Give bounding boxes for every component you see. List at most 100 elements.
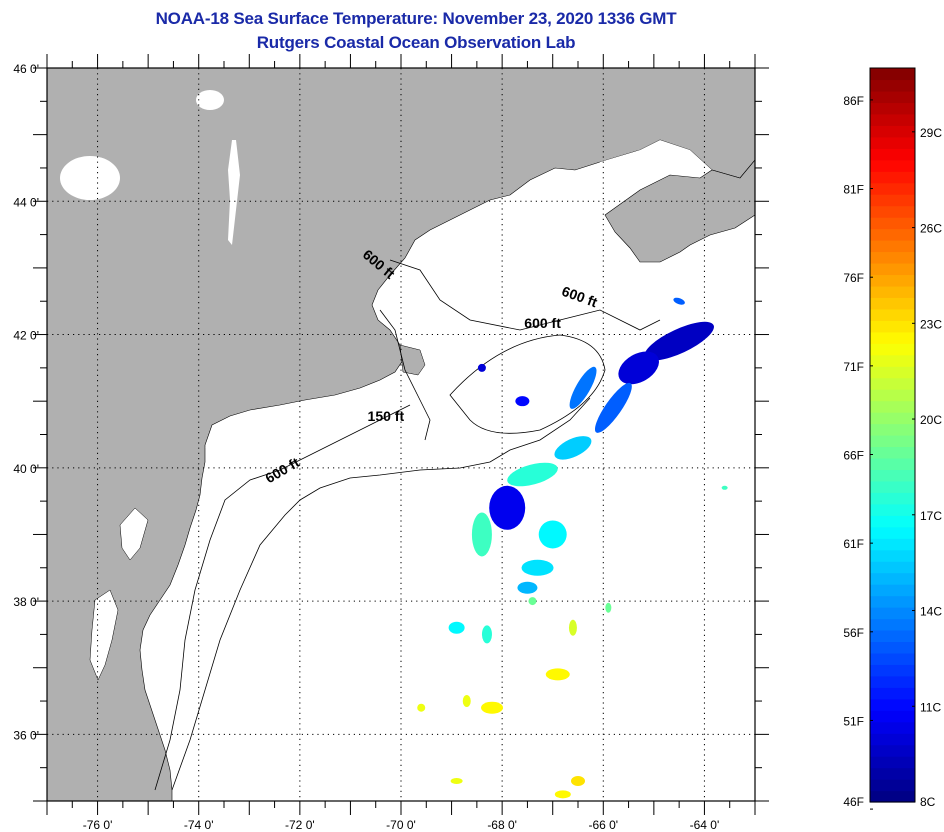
- long-island-sound: [205, 412, 300, 448]
- colorbar-segment: [870, 503, 915, 516]
- colorbar-label-f: 66F: [843, 449, 864, 463]
- depth-contours: [154, 259, 661, 791]
- sst-patch: [528, 597, 537, 606]
- colorbar-segment: [870, 675, 915, 688]
- sst-patch: [673, 297, 685, 305]
- colorbar-segment: [870, 354, 915, 367]
- colorbar-segment: [870, 549, 915, 562]
- colorbar-segment: [870, 297, 915, 310]
- colorbar-segment: [870, 125, 915, 138]
- sst-patch: [594, 382, 632, 433]
- colorbar-segment: [870, 285, 915, 298]
- colorbar-segment: [870, 251, 915, 264]
- colorbar-label-c: 8C: [920, 795, 936, 809]
- colorbar-segment: [870, 469, 915, 482]
- lon-tick-label: -68 0': [487, 818, 517, 832]
- map-subtitle: Rutgers Coastal Ocean Observation Lab: [256, 33, 576, 52]
- longitude-labels: -76 0' -74 0' -72 0' -70 0' -68 0' -66 0' -64 …: [83, 818, 720, 832]
- colorbar-segment: [870, 572, 915, 585]
- colorbar-segment: [870, 102, 915, 115]
- colorbar-fahrenheit-labels: 86F 81F 76F 71F 66F 61F 56F 51F 46F: [843, 94, 873, 810]
- colorbar-segment: [870, 274, 915, 287]
- colorbar-label-c: 17C: [920, 509, 942, 523]
- colorbar-segment: [870, 343, 915, 356]
- contour-gulf-maine: [389, 259, 661, 331]
- colorbar-segment: [870, 446, 915, 459]
- contour-600ft-south: [171, 397, 591, 791]
- sst-patch: [462, 695, 471, 708]
- chesapeake-bay: [89, 589, 119, 681]
- colorbar-label-c: 11C: [920, 700, 941, 714]
- sst-patch: [515, 396, 530, 407]
- colorbar-segment: [870, 228, 915, 241]
- lake-small: [196, 90, 224, 110]
- sst-patch: [450, 778, 463, 785]
- colorbar-label-c: 14C: [920, 605, 942, 619]
- colorbar-segment: [870, 240, 915, 253]
- sst-patch: [521, 559, 554, 576]
- colorbar-segment: [870, 584, 915, 597]
- sst-patch: [481, 625, 492, 644]
- colorbar-segment: [870, 412, 915, 425]
- colorbar-segment: [870, 607, 915, 620]
- colorbar-segment: [870, 423, 915, 436]
- sst-patch: [489, 485, 526, 530]
- colorbar-segment: [870, 377, 915, 390]
- sst-patch: [644, 321, 714, 361]
- sst-patch: [517, 581, 538, 594]
- sst-patch: [568, 619, 577, 636]
- lon-tick-label: -70 0': [386, 818, 416, 832]
- sst-patch: [477, 363, 486, 372]
- colorbar-segment: [870, 205, 915, 218]
- lat-tick-label: 36 0': [13, 728, 39, 742]
- colorbar-segment: [870, 217, 915, 230]
- colorbar-segment: [870, 435, 915, 448]
- colorbar-segment: [870, 744, 915, 757]
- colorbar-segment: [870, 400, 915, 413]
- colorbar-label-c: 26C: [920, 222, 942, 236]
- colorbar-segment: [870, 526, 915, 539]
- colorbar-segment: [870, 389, 915, 402]
- colorbar-label-c: 20C: [920, 413, 942, 427]
- colorbar-label-f: 76F: [843, 271, 864, 285]
- colorbar-segment: [870, 595, 915, 608]
- lat-tick-label: 42 0': [13, 329, 39, 343]
- colorbar-segment: [870, 687, 915, 700]
- colorbar-segment: [870, 492, 915, 505]
- contour-georges-bank: [449, 334, 606, 434]
- colorbar-segment: [870, 664, 915, 677]
- lon-tick-label: -76 0': [83, 818, 113, 832]
- colorbar-segment: [870, 767, 915, 780]
- colorbar: [870, 68, 915, 803]
- colorbar-label-f: 61F: [843, 537, 864, 551]
- colorbar-segment: [870, 629, 915, 643]
- lat-tick-label: 38 0': [13, 595, 39, 609]
- colorbar-segment: [870, 308, 915, 321]
- contour-label: 150 ft: [368, 408, 405, 424]
- colorbar-segment: [870, 457, 915, 471]
- colorbar-label-f: 46F: [843, 795, 864, 809]
- colorbar-segment: [870, 641, 915, 654]
- map-title: NOAA-18 Sea Surface Temperature: Novembe…: [155, 9, 677, 28]
- colorbar-segment: [870, 159, 915, 172]
- lat-tick-label: 40 0': [13, 462, 39, 476]
- colorbar-segment: [870, 171, 915, 184]
- colorbar-label-f: 71F: [843, 360, 864, 374]
- sst-patch: [721, 485, 728, 490]
- sst-patch: [471, 512, 492, 557]
- colorbar-segment: [870, 79, 915, 92]
- sst-patch: [507, 462, 558, 487]
- colorbar-segment: [870, 90, 915, 104]
- colorbar-segment: [870, 113, 915, 126]
- colorbar-label-f: 86F: [843, 94, 864, 108]
- axis-ticks: [33, 54, 769, 815]
- colorbar-segment: [870, 561, 915, 574]
- land-cape-cod: [399, 344, 426, 376]
- latitude-labels: 46 0' 44 0' 42 0' 40 0' 38 0' 36 0': [13, 62, 39, 742]
- lake-ontario-edge: [60, 156, 120, 200]
- lon-tick-label: -66 0': [588, 818, 618, 832]
- colorbar-label-f: 51F: [843, 714, 864, 728]
- colorbar-segment: [870, 618, 915, 631]
- colorbar-frame: [869, 67, 916, 803]
